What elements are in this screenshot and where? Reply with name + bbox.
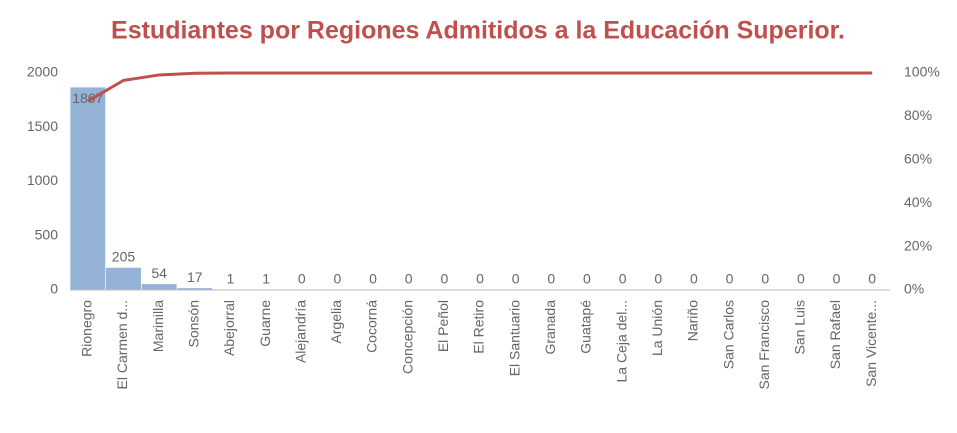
x-tick-label: Concepción: [399, 300, 415, 374]
x-tick-label: Rionegro: [79, 300, 95, 357]
x-tick-label: San Carlos: [720, 300, 736, 369]
data-label: 0: [833, 271, 841, 287]
y2-tick-label: 80%: [904, 107, 932, 123]
x-tick-label: San Luis: [792, 300, 808, 354]
x-tick-label: La Unión: [649, 300, 665, 356]
x-tick-label: Granada: [542, 300, 558, 355]
x-tick-label: Guarne: [257, 300, 273, 347]
x-tick-label: Abejorral: [221, 300, 237, 356]
y-tick-label: 1500: [27, 118, 58, 134]
x-tick-label: Guatapé: [578, 300, 594, 354]
x-tick-label: San Vicente...: [863, 300, 879, 387]
y2-tick-label: 60%: [904, 151, 932, 167]
cumulative-line: [87, 71, 873, 103]
data-label: 0: [298, 271, 306, 287]
data-label: 0: [726, 271, 734, 287]
data-label: 54: [151, 265, 167, 281]
bar: [141, 284, 177, 290]
x-tick-label: El Peñol: [435, 300, 451, 352]
data-label: 17: [187, 269, 203, 285]
y2-tick-label: 0%: [904, 281, 924, 297]
x-tick-label: El Santuario: [506, 300, 522, 376]
data-label: 0: [440, 271, 448, 287]
data-label: 1: [227, 271, 235, 287]
x-tick-label: Alejandría: [292, 300, 308, 363]
data-label: 0: [333, 271, 341, 287]
chart-title: Estudiantes por Regiones Admitidos a la …: [111, 17, 845, 45]
data-label: 0: [547, 271, 555, 287]
data-label: 0: [797, 271, 805, 287]
x-tick-label: Argelia: [328, 300, 344, 344]
x-tick-label: San Rafael: [827, 300, 843, 369]
data-label: 0: [690, 271, 698, 287]
data-label: 1: [262, 271, 270, 287]
y-tick-label: 500: [35, 226, 59, 242]
data-label: 0: [868, 271, 876, 287]
data-label: 205: [112, 248, 136, 264]
data-label: 0: [619, 271, 627, 287]
data-label: 0: [512, 271, 520, 287]
x-tick-label: Cocorná: [364, 300, 380, 353]
bar: [70, 87, 106, 290]
data-label: 0: [583, 271, 591, 287]
y-tick-label: 2000: [27, 64, 58, 80]
data-label: 0: [405, 271, 413, 287]
y2-tick-label: 100%: [904, 64, 940, 80]
x-tick-label: El Retiro: [471, 300, 487, 354]
bar: [106, 267, 141, 290]
x-tick-label: La Ceja del...: [613, 300, 629, 383]
y-tick-label: 1000: [27, 172, 58, 188]
x-tick-label: San Francisco: [756, 300, 772, 390]
y2-tick-label: 40%: [904, 194, 932, 210]
x-tick-label: Marinilla: [150, 300, 166, 352]
bar: [177, 288, 213, 290]
x-tick-label: El Carmen d...: [114, 300, 130, 389]
x-tick-label: Nariño: [685, 300, 701, 341]
data-label: 0: [654, 271, 662, 287]
y2-tick-label: 20%: [904, 237, 932, 253]
data-label: 0: [369, 271, 377, 287]
x-tick-label: Sonsón: [185, 300, 201, 347]
data-label: 0: [476, 271, 484, 287]
data-label: 1867: [72, 90, 103, 106]
data-label: 0: [761, 271, 769, 287]
y-tick-label: 0: [50, 281, 58, 297]
